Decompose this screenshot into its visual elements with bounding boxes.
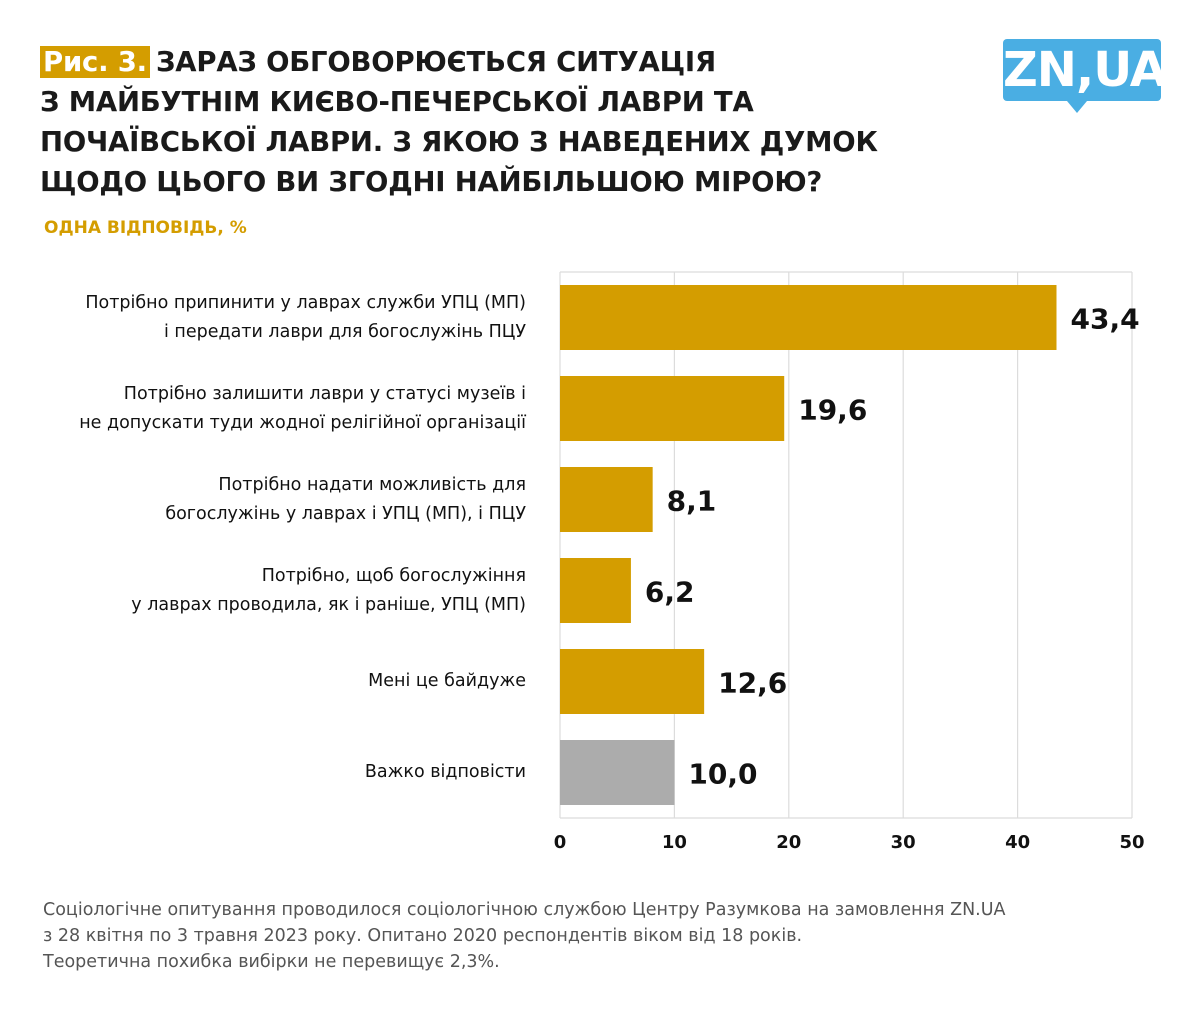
category-label-line: Важко відповісти xyxy=(364,762,526,782)
value-label: 10,0 xyxy=(688,758,757,791)
category-label: Важко відповісти xyxy=(365,758,526,787)
footer-line-2: з 28 квітня по 3 травня 2023 року. Опита… xyxy=(43,926,803,946)
logo-text: ZN,UA xyxy=(1003,42,1167,98)
category-label-line: Мені це байдуже xyxy=(368,671,526,691)
title-line-3: ПОЧАЇВСЬКОЇ ЛАВРИ. З ЯКОЮ З НАВЕДЕНИХ ДУ… xyxy=(40,126,878,158)
zn-ua-logo: ZN,UA xyxy=(1003,39,1167,113)
bar-chart: 0 10 20 30 40 50 43,4 19,6 8,1 6,2 12,6 10,0 xyxy=(554,271,1145,853)
x-tick-label: 30 xyxy=(891,832,916,853)
title-line-2: З МАЙБУТНІМ КИЄВО-ПЕЧЕРСЬКОЇ ЛАВРИ ТА xyxy=(40,86,754,118)
x-tick-label: 0 xyxy=(554,832,567,853)
category-label-line: і передати лаври для богослужінь ПЦУ xyxy=(163,321,526,342)
value-label: 12,6 xyxy=(718,667,787,700)
category-label: Потрібно припинити у лаврах служби УПЦ (… xyxy=(85,289,526,347)
x-tick-label: 20 xyxy=(776,832,801,853)
bar xyxy=(560,558,631,623)
value-label: 19,6 xyxy=(798,394,867,427)
chart-subtitle: ОДНА ВІДПОВІДЬ, % xyxy=(44,218,247,238)
footer-line-1: Соціологічне опитування проводилося соці… xyxy=(43,900,1006,920)
x-tick-label: 50 xyxy=(1119,832,1144,853)
footer-note: Соціологічне опитування проводилося соці… xyxy=(43,897,1006,975)
category-label-line: не допускати туди жодної релігійної орга… xyxy=(79,412,526,433)
category-label: Мені це байдуже xyxy=(368,667,526,696)
category-label-line: Потрібно припинити у лаврах служби УПЦ (… xyxy=(85,292,526,313)
category-label: Потрібно, щоб богослужіння у лаврах прово… xyxy=(131,562,526,620)
chart-title: Рис. 3. ЗАРАЗ ОБГОВОРЮЄТЬСЯ СИТУАЦІЯ З МА… xyxy=(40,42,960,202)
category-label: Потрібно надати можливість для богослужін… xyxy=(165,471,526,529)
category-label: Потрібно залишити лаври у статусі музеїв… xyxy=(79,380,526,438)
bar xyxy=(560,467,653,532)
title-text-1: ЗАРАЗ ОБГОВОРЮЄТЬСЯ СИТУАЦІЯ xyxy=(155,46,716,78)
category-label-line: у лаврах проводила, як і раніше, УПЦ (МП… xyxy=(131,594,526,615)
value-label: 6,2 xyxy=(645,576,695,609)
bar xyxy=(560,649,705,714)
figure-label: Рис. 3. xyxy=(40,46,150,78)
category-label-line: богослужінь у лаврах і УПЦ (МП), і ПЦУ xyxy=(165,503,526,524)
x-tick-label: 10 xyxy=(662,832,687,853)
category-label-line: Потрібно надати можливість для xyxy=(218,474,526,495)
value-label: 8,1 xyxy=(667,485,717,518)
category-label-line: Потрібно, щоб богослужіння xyxy=(261,565,526,586)
title-line-4: ЩОДО ЦЬОГО ВИ ЗГОДНІ НАЙБІЛЬШОЮ МІРОЮ? xyxy=(40,166,823,198)
bar xyxy=(560,285,1057,350)
x-tick-label: 40 xyxy=(1005,832,1030,853)
footer-line-3: Теоретична похибка вибірки не перевищує … xyxy=(43,952,500,972)
value-label: 43,4 xyxy=(1070,303,1139,336)
bar xyxy=(560,376,785,441)
bar xyxy=(560,740,675,805)
title-line-1: Рис. 3. ЗАРАЗ ОБГОВОРЮЄТЬСЯ СИТУАЦІЯ xyxy=(40,42,960,82)
category-label-line: Потрібно залишити лаври у статусі музеїв… xyxy=(123,383,526,404)
